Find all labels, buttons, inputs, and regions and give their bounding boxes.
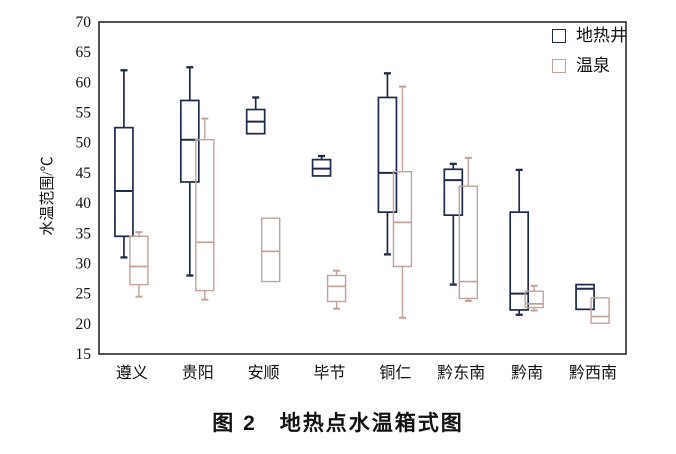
box-rect	[326, 274, 347, 303]
boxplot-spring	[195, 117, 215, 301]
y-tick-label: 35	[76, 225, 92, 242]
figure-caption: 图 2 地热点水温箱式图	[212, 412, 464, 435]
boxplot-spring	[524, 284, 544, 312]
chart-legend: 地热井 温泉	[552, 27, 627, 74]
boxplot-well	[245, 96, 266, 135]
box-rect	[179, 99, 200, 183]
x-category-label: 黔东南	[437, 364, 485, 382]
legend-item-well: 地热井	[552, 27, 627, 44]
box-rect	[377, 96, 398, 213]
y-axis-title: 水温范围/℃	[39, 156, 56, 235]
x-category-label: 铜仁	[379, 364, 411, 382]
x-category-label: 贵阳	[182, 364, 214, 382]
box-rect	[392, 171, 413, 268]
well-swatch-icon	[552, 28, 566, 43]
box-rect	[260, 217, 281, 283]
boxplot-spring	[260, 217, 281, 283]
boxplot-well	[311, 154, 332, 177]
boxplot-spring	[326, 269, 347, 310]
y-tick-label: 20	[76, 316, 92, 333]
x-category-label: 黔南	[511, 364, 543, 382]
y-tick-label: 55	[76, 105, 92, 122]
box-rect	[524, 290, 544, 309]
x-category-label: 遵义	[116, 363, 148, 382]
x-category-label: 安顺	[248, 364, 280, 382]
x-category-label: 黔西南	[569, 364, 617, 382]
box-rect	[509, 211, 530, 311]
boxplot-well	[114, 69, 134, 259]
boxplot-spring	[590, 297, 610, 324]
legend-label-spring: 温泉	[576, 56, 610, 75]
box-rect	[129, 235, 149, 286]
boxplot-well	[179, 66, 200, 277]
y-tick-label: 30	[76, 255, 92, 272]
y-tick-label: 15	[76, 346, 92, 363]
box-rect	[458, 185, 479, 300]
boxplot-spring	[392, 85, 413, 319]
boxplot-well	[575, 283, 595, 311]
legend-item-spring: 温泉	[552, 57, 627, 74]
y-tick-label: 45	[76, 165, 92, 182]
spring-swatch-icon	[552, 58, 566, 73]
plot-frame	[98, 21, 627, 355]
boxplot-spring	[129, 231, 149, 298]
boxplot-svg: 70 65 60 55 50 45 40 35 30 25 20 15 水温范围/℃ 遵义 贵阳 安顺 毕节 铜仁…	[39, 14, 627, 382]
box-rect	[114, 126, 134, 238]
y-tick-label: 40	[76, 195, 92, 212]
boxplot-chart: 70 65 60 55 50 45 40 35 30 25 20 15 水温范围/℃ 遵义 贵阳 安顺 毕节 铜仁…	[39, 14, 627, 382]
y-tick-label: 25	[76, 286, 92, 303]
boxplot-well	[443, 162, 464, 286]
box-rect	[575, 283, 595, 311]
boxplot-spring	[458, 156, 479, 302]
y-tick-label: 50	[76, 135, 92, 152]
box-rect	[195, 139, 215, 292]
legend-label-well: 地热井	[576, 26, 627, 45]
box-rect	[590, 297, 610, 324]
y-tick-label: 60	[76, 74, 92, 91]
y-tick-label: 65	[76, 44, 92, 61]
box-rect	[443, 168, 464, 217]
x-category-label: 毕节	[314, 364, 346, 382]
y-tick-label: 70	[76, 14, 92, 31]
boxplot-well	[509, 168, 530, 316]
